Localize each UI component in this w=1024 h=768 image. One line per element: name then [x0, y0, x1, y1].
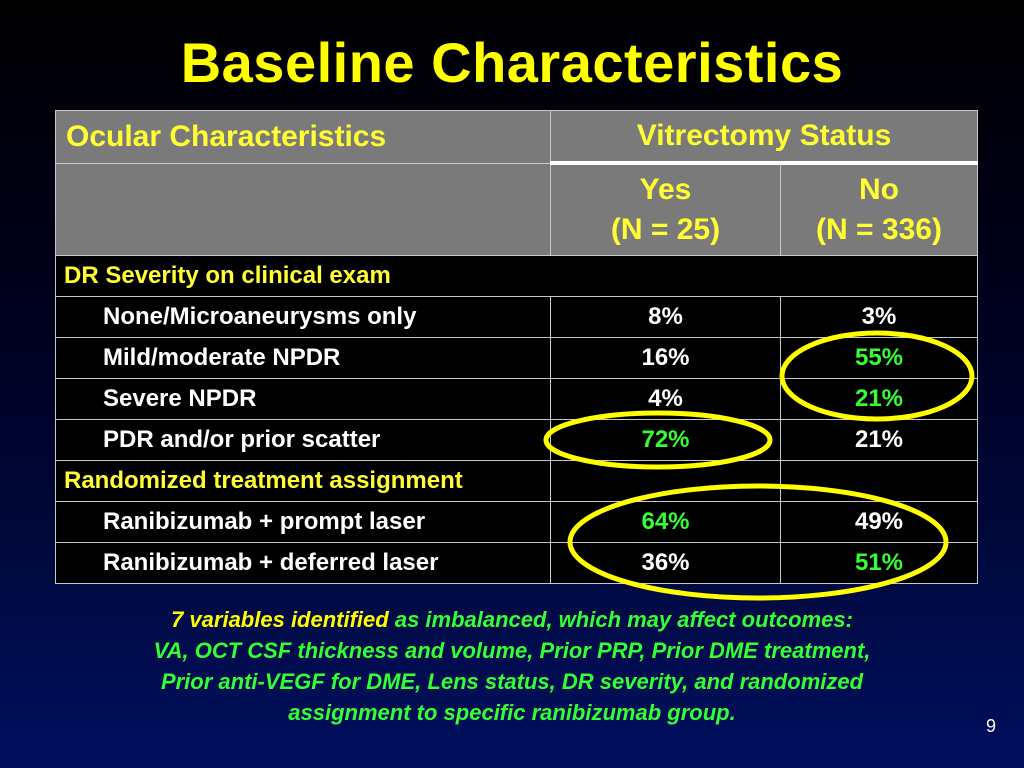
table-row: Ranibizumab + deferred laser 36% 51% — [55, 542, 978, 584]
slide-title: Baseline Characteristics — [180, 31, 844, 94]
cell-no-highlighted: 51% — [780, 542, 978, 584]
header-no: No (N = 336) — [780, 162, 978, 256]
table-row: Ranibizumab + prompt laser 64% 49% — [55, 501, 978, 543]
table-row: Mild/moderate NPDR 16% 55% — [55, 337, 978, 379]
note-line-1-rest: as imbalanced, which may affect outcomes… — [388, 607, 853, 632]
page-number: 9 — [985, 716, 996, 736]
cell-yes: 4% — [550, 378, 781, 420]
header-yes-label: Yes — [639, 173, 692, 206]
cell-yes-highlighted: 72% — [550, 419, 781, 461]
header-no-n: (N = 336) — [816, 213, 942, 246]
section-randomized-treatment: Randomized treatment assignment — [55, 460, 551, 502]
table-row: Severe NPDR 4% 21% — [55, 378, 978, 420]
header-vitrectomy-status: Vitrectomy Status — [550, 110, 978, 165]
row-label: None/Microaneurysms only — [55, 296, 551, 338]
note-line-1: 7 variables identified as imbalanced, wh… — [0, 604, 1024, 635]
row-label: Ranibizumab + prompt laser — [55, 501, 551, 543]
row-label: Mild/moderate NPDR — [55, 337, 551, 379]
cell-no: 49% — [780, 501, 978, 543]
section-row: Randomized treatment assignment — [55, 460, 978, 502]
note-emphasis: 7 variables identified — [171, 607, 389, 632]
header-no-label: No — [859, 173, 899, 206]
note-line-2: VA, OCT CSF thickness and volume, Prior … — [153, 638, 871, 663]
cell-yes: 36% — [550, 542, 781, 584]
cell-no: 21% — [780, 419, 978, 461]
cell-no-highlighted: 21% — [780, 378, 978, 420]
note-line-4: assignment to specific ranibizumab group… — [288, 700, 736, 725]
row-label: PDR and/or prior scatter — [55, 419, 551, 461]
empty-cell — [780, 460, 978, 502]
header-empty-cell — [55, 162, 551, 256]
baseline-table: Ocular Characteristics Vitrectomy Status… — [55, 110, 978, 584]
note-line-3: Prior anti-VEGF for DME, Lens status, DR… — [160, 669, 864, 694]
table-row: None/Microaneurysms only 8% 3% — [55, 296, 978, 338]
cell-yes-highlighted: 64% — [550, 501, 781, 543]
section-row: DR Severity on clinical exam — [55, 255, 978, 297]
row-label: Ranibizumab + deferred laser — [55, 542, 551, 584]
table-header-row: Ocular Characteristics Vitrectomy Status — [55, 110, 978, 165]
row-label: Severe NPDR — [55, 378, 551, 420]
cell-yes: 8% — [550, 296, 781, 338]
header-yes-n: (N = 25) — [610, 213, 721, 246]
table-row: PDR and/or prior scatter 72% 21% — [55, 419, 978, 461]
cell-no-highlighted: 55% — [780, 337, 978, 379]
cell-yes: 16% — [550, 337, 781, 379]
imbalance-note: 7 variables identified as imbalanced, wh… — [0, 604, 1024, 728]
header-ocular-characteristics: Ocular Characteristics — [55, 110, 551, 164]
table-subheader-row: Yes (N = 25) No (N = 336) — [55, 162, 978, 256]
empty-cell — [550, 460, 781, 502]
section-dr-severity: DR Severity on clinical exam — [55, 255, 978, 297]
header-yes: Yes (N = 25) — [550, 162, 781, 256]
cell-no: 3% — [780, 296, 978, 338]
